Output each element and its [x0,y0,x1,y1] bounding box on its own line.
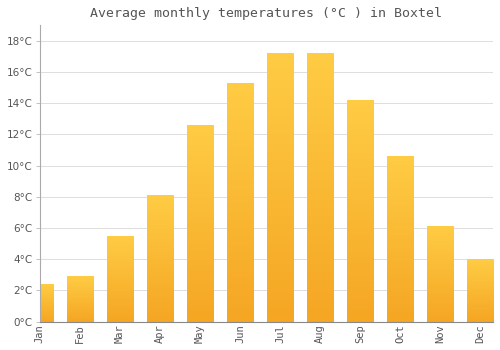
Bar [227,83,253,322]
Bar [187,125,213,322]
Bar [347,100,373,322]
Bar [107,236,133,322]
Bar [267,53,293,322]
Bar [147,195,173,322]
Bar [387,156,413,322]
Bar [67,276,93,322]
Title: Average monthly temperatures (°C ) in Boxtel: Average monthly temperatures (°C ) in Bo… [90,7,442,20]
Bar [467,259,493,322]
Bar [427,226,453,322]
Bar [307,53,333,322]
Bar [27,284,53,322]
